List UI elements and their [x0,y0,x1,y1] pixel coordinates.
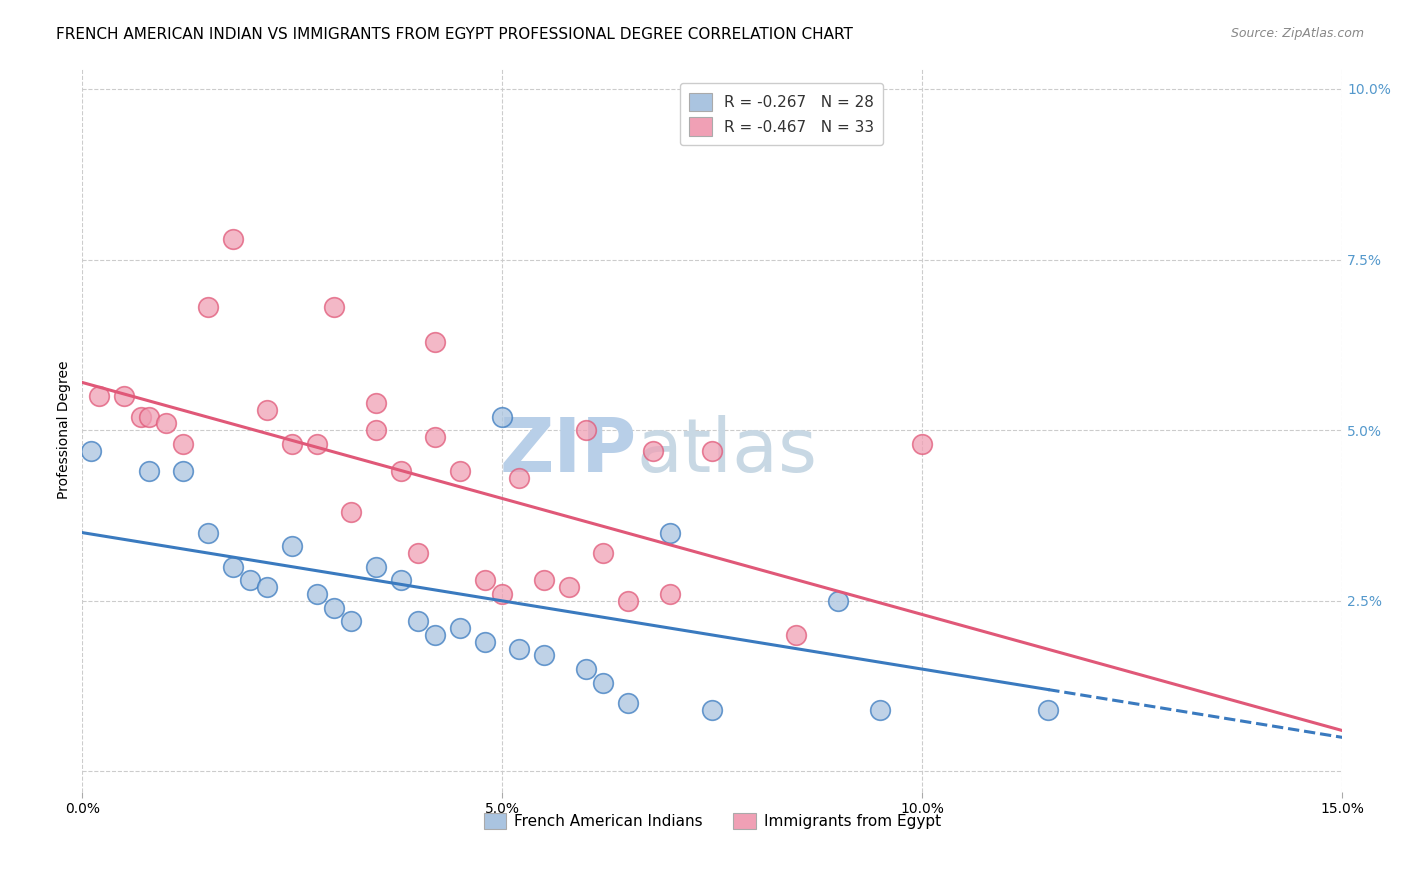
Point [307,437,329,451]
Point [129,409,152,424]
Point [702,703,724,717]
Point [80,443,103,458]
Point [533,648,555,663]
Point [558,580,581,594]
Point [1038,703,1060,717]
Point [391,574,413,588]
Point [256,580,278,594]
Point [155,417,177,431]
Point [508,641,530,656]
Point [406,546,429,560]
Point [87,389,110,403]
Point [340,505,363,519]
Point [592,675,614,690]
Point [491,587,513,601]
Point [659,525,682,540]
Point [307,587,329,601]
Point [702,443,724,458]
Y-axis label: Professional Degree: Professional Degree [58,361,72,500]
Point [575,662,598,676]
Point [172,464,194,478]
Point [423,334,446,349]
Point [449,621,471,635]
Point [474,574,496,588]
Point [643,443,665,458]
Point [508,471,530,485]
Point [533,574,555,588]
Text: atlas: atlas [637,416,818,489]
Point [575,423,598,437]
Point [138,464,160,478]
Point [222,232,245,246]
Point [323,301,346,315]
Point [340,615,363,629]
Text: ZIP: ZIP [499,416,637,489]
Point [423,430,446,444]
Point [911,437,934,451]
Point [197,525,219,540]
Point [281,539,304,553]
Point [138,409,160,424]
Point [617,594,640,608]
Point [366,423,388,437]
Point [423,628,446,642]
Point [869,703,891,717]
Point [112,389,135,403]
Point [222,559,245,574]
Point [474,635,496,649]
Point [256,402,278,417]
Point [239,574,262,588]
Point [366,559,388,574]
Point [659,587,682,601]
Point [281,437,304,451]
Point [406,615,429,629]
Point [785,628,807,642]
Legend: French American Indians, Immigrants from Egypt: French American Indians, Immigrants from… [478,806,948,835]
Text: FRENCH AMERICAN INDIAN VS IMMIGRANTS FROM EGYPT PROFESSIONAL DEGREE CORRELATION : FRENCH AMERICAN INDIAN VS IMMIGRANTS FRO… [56,27,853,42]
Point [366,396,388,410]
Point [323,600,346,615]
Point [197,301,219,315]
Point [617,696,640,710]
Point [449,464,471,478]
Text: Source: ZipAtlas.com: Source: ZipAtlas.com [1230,27,1364,40]
Point [491,409,513,424]
Point [592,546,614,560]
Point [827,594,849,608]
Point [391,464,413,478]
Point [172,437,194,451]
